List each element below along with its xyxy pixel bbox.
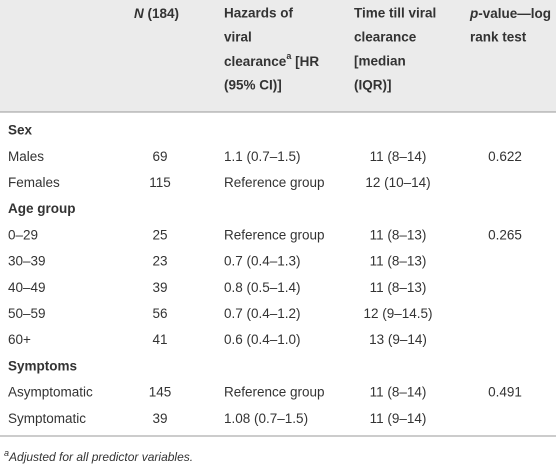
hazard-cell: Reference group <box>224 175 325 190</box>
group-label: Age group <box>8 201 76 216</box>
pvalue-cell: 0.622 <box>488 149 522 164</box>
pvalue-cell: 0.265 <box>488 227 522 242</box>
row-label: Males <box>8 149 44 164</box>
row-label: Symptomatic <box>8 411 86 426</box>
row-label: 40–49 <box>8 280 46 295</box>
n-cell: 56 <box>152 306 167 321</box>
group-label: Sex <box>8 123 33 138</box>
time-cell: 11 (8–14) <box>370 149 427 164</box>
hazard-cell: 0.6 (0.4–1.0) <box>224 332 301 347</box>
time-cell: 11 (8–14) <box>370 385 427 400</box>
group-label: Symptoms <box>8 358 77 373</box>
time-cell: 11 (9–14) <box>370 411 427 426</box>
hazard-cell: 1.08 (0.7–1.5) <box>224 411 308 426</box>
header-time: [median <box>354 54 406 69</box>
header-time: clearance <box>354 30 417 45</box>
row-label: 50–59 <box>8 306 46 321</box>
n-cell: 115 <box>149 175 171 190</box>
hazard-cell: 1.1 (0.7–1.5) <box>224 149 301 164</box>
hazard-cell: Reference group <box>224 385 325 400</box>
time-cell: 13 (9–14) <box>369 332 427 347</box>
n-cell: 41 <box>152 332 167 347</box>
n-cell: 25 <box>152 227 167 242</box>
header-n: N (184) <box>134 6 179 21</box>
header-time: Time till viral <box>354 6 436 21</box>
row-label: 30–39 <box>8 254 46 269</box>
n-cell: 23 <box>152 254 167 269</box>
footnote: aAdjusted for all predictor variables. <box>4 448 193 464</box>
header-pvalue: p-value—log <box>469 6 551 21</box>
hazard-cell: 0.7 (0.4–1.3) <box>224 254 301 269</box>
time-cell: 11 (8–13) <box>370 227 427 242</box>
time-cell: 12 (9–14.5) <box>363 306 432 321</box>
header-hazards: (95% CI)] <box>224 78 282 93</box>
header-hazards: Hazards of <box>224 6 294 21</box>
hazard-cell: Reference group <box>224 227 325 242</box>
header-hazards: clearancea [HR <box>224 49 319 69</box>
n-cell: 39 <box>152 280 167 295</box>
header-time: (IQR)] <box>354 78 392 93</box>
row-label: Females <box>8 175 60 190</box>
row-label: 60+ <box>8 332 31 347</box>
pvalue-cell: 0.491 <box>488 385 522 400</box>
n-cell: 39 <box>152 411 167 426</box>
hazard-cell: 0.8 (0.5–1.4) <box>224 280 301 295</box>
header-hazards: viral <box>224 30 252 45</box>
n-cell: 145 <box>149 385 172 400</box>
row-label: Asymptomatic <box>8 385 93 400</box>
hazard-cell: 0.7 (0.4–1.2) <box>224 306 301 321</box>
time-cell: 12 (10–14) <box>365 175 430 190</box>
header-bg <box>0 0 556 112</box>
time-cell: 11 (8–13) <box>370 280 427 295</box>
row-label: 0–29 <box>8 227 38 242</box>
header-pvalue: rank test <box>470 30 527 45</box>
n-cell: 69 <box>152 149 167 164</box>
time-cell: 11 (8–13) <box>370 254 427 269</box>
